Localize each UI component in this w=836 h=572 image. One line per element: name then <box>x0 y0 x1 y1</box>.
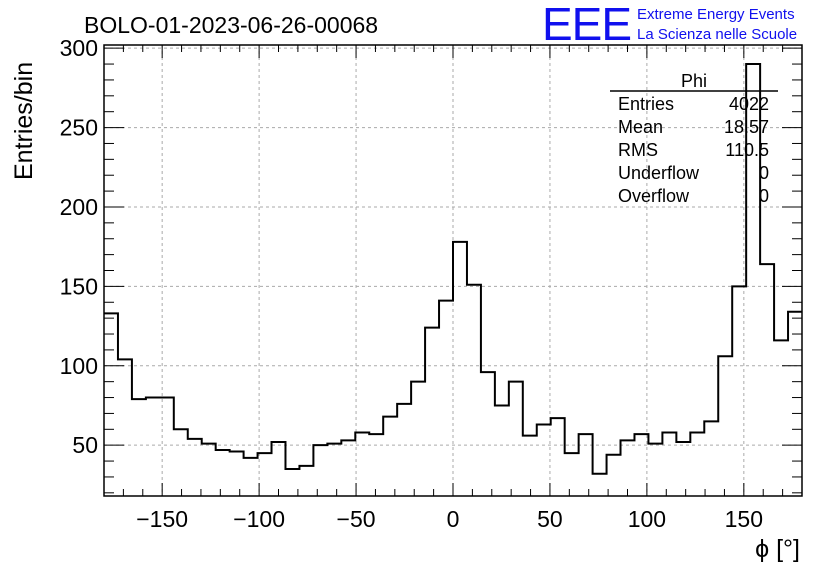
x-tick-label: 150 <box>725 506 763 532</box>
stats-row-label: Entries <box>618 94 674 114</box>
x-axis-label: ϕ [°] <box>755 535 800 563</box>
stats-row-value: 110.5 <box>725 140 769 160</box>
y-tick-label: 100 <box>60 353 98 379</box>
stats-row-value: 0 <box>759 163 769 183</box>
x-tick-label: −100 <box>233 506 285 532</box>
stats-row-value: 0 <box>759 186 769 206</box>
stats-row-label: Overflow <box>618 186 690 206</box>
stats-title: Phi <box>681 71 707 91</box>
y-tick-label: 150 <box>60 273 98 299</box>
histogram-series-line <box>104 63 802 475</box>
y-tick-label: 50 <box>72 432 98 458</box>
x-tick-labels: −150 −100 −50 0 50 100 150 <box>136 506 763 532</box>
logo-line-2: La Scienza nelle Scuole <box>637 26 797 43</box>
axis-ticks <box>103 45 803 496</box>
y-tick-label: 300 <box>60 35 98 61</box>
x-tick-label: 50 <box>537 506 563 532</box>
y-tick-label: 200 <box>60 194 98 220</box>
eee-logo: EEE Extreme Energy Events La Scienza nel… <box>542 0 797 50</box>
y-axis-label: Entries/bin <box>10 62 38 180</box>
logo-mark: EEE <box>542 0 631 50</box>
stats-row-label: Mean <box>618 117 663 137</box>
stats-row-label: RMS <box>618 140 658 160</box>
stats-row-label: Underflow <box>618 163 700 183</box>
y-tick-labels: 50 100 150 200 250 300 <box>60 35 98 458</box>
x-tick-label: 0 <box>447 506 460 532</box>
stats-row-value: 18.57 <box>724 117 769 137</box>
x-tick-label: −50 <box>337 506 376 532</box>
stats-box: Phi Entries 4022 Mean 18.57 RMS 110.5 Underflo… <box>610 71 778 206</box>
x-tick-label: 100 <box>628 506 666 532</box>
y-tick-label: 250 <box>60 115 98 141</box>
stats-row-value: 4022 <box>729 94 769 114</box>
logo-line-1: Extreme Energy Events <box>637 6 795 23</box>
chart-title: BOLO-01-2023-06-26-00068 <box>84 12 378 38</box>
x-tick-label: −150 <box>136 506 188 532</box>
